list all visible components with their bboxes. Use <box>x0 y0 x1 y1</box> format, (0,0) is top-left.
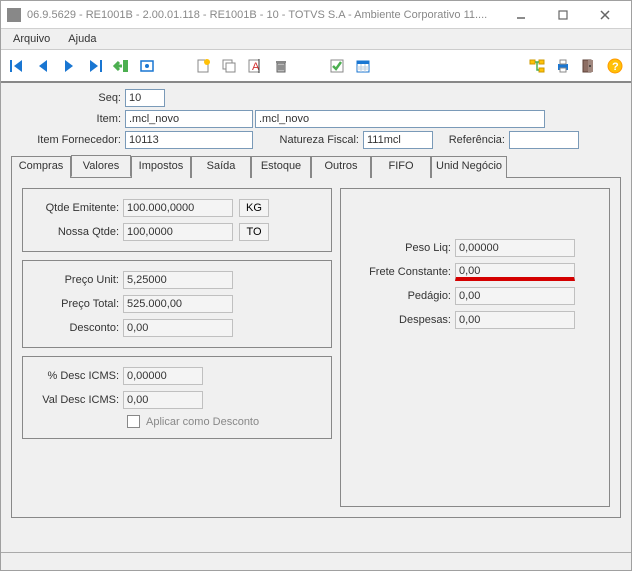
nossa-qtde-label: Nossa Qtde: <box>31 226 123 238</box>
maximize-button[interactable] <box>543 3 583 27</box>
preco-total-value[interactable]: 525.000,00 <box>123 295 233 313</box>
seq-input[interactable] <box>125 89 165 107</box>
prev-record-icon[interactable] <box>31 54 55 78</box>
pct-desc-icms-value[interactable]: 0,00000 <box>123 367 203 385</box>
menubar: Arquivo Ajuda <box>1 29 631 49</box>
nossa-qtde-value[interactable]: 100,0000 <box>123 223 233 241</box>
tab-strip: Compras Valores Impostos Saída Estoque O… <box>11 155 621 178</box>
qtde-emitente-label: Qtde Emitente: <box>31 202 123 214</box>
search-icon[interactable] <box>135 54 159 78</box>
menu-ajuda[interactable]: Ajuda <box>60 31 104 47</box>
next-record-icon[interactable] <box>57 54 81 78</box>
val-desc-icms-value[interactable]: 0,00 <box>123 391 203 409</box>
first-record-icon[interactable] <box>5 54 29 78</box>
tab-impostos[interactable]: Impostos <box>131 156 191 178</box>
pct-desc-icms-label: % Desc ICMS: <box>31 370 123 382</box>
despesas-value[interactable]: 0,00 <box>455 311 575 329</box>
tab-estoque[interactable]: Estoque <box>251 156 311 178</box>
tree-icon[interactable] <box>525 54 549 78</box>
pedagio-label: Pedágio: <box>349 290 455 302</box>
copy-icon[interactable] <box>217 54 241 78</box>
item-fornecedor-input[interactable] <box>125 131 253 149</box>
item-label: Item: <box>11 113 125 125</box>
help-icon[interactable]: ? <box>603 54 627 78</box>
tab-saida[interactable]: Saída <box>191 156 251 178</box>
svg-text:?: ? <box>612 61 619 73</box>
window-title: 06.9.5629 - RE1001B - 2.00.01.118 - RE10… <box>27 9 501 21</box>
statusbar <box>1 552 631 570</box>
new-icon[interactable] <box>191 54 215 78</box>
app-icon <box>7 8 21 22</box>
peso-liq-value[interactable]: 0,00000 <box>455 239 575 257</box>
referencia-input[interactable] <box>509 131 579 149</box>
app-window: 06.9.5629 - RE1001B - 2.00.01.118 - RE10… <box>0 0 632 571</box>
desconto-label: Desconto: <box>31 322 123 334</box>
pedagio-value[interactable]: 0,00 <box>455 287 575 305</box>
peso-liq-label: Peso Liq: <box>349 242 455 254</box>
preco-unit-value[interactable]: 5,25000 <box>123 271 233 289</box>
menu-arquivo[interactable]: Arquivo <box>5 31 58 47</box>
preco-unit-label: Preço Unit: <box>31 274 123 286</box>
item-code-input[interactable] <box>125 110 253 128</box>
preco-total-label: Preço Total: <box>31 298 123 310</box>
val-desc-icms-label: Val Desc ICMS: <box>31 394 123 406</box>
seq-label: Seq: <box>11 92 125 104</box>
print-icon[interactable] <box>551 54 575 78</box>
tab-outros[interactable]: Outros <box>311 156 371 178</box>
item-fornecedor-label: Item Fornecedor: <box>11 134 125 146</box>
close-button[interactable] <box>585 3 625 27</box>
natureza-label: Natureza Fiscal: <box>253 134 363 146</box>
edit-text-icon[interactable]: A <box>243 54 267 78</box>
tab-fifo[interactable]: FIFO <box>371 156 431 178</box>
calendar-icon[interactable] <box>351 54 375 78</box>
exit-icon[interactable] <box>577 54 601 78</box>
item-desc-input[interactable] <box>255 110 545 128</box>
toolbar: A ? <box>1 49 631 83</box>
content-area: Seq: Item: Item Fornecedor: Natureza Fis… <box>1 83 631 552</box>
titlebar: 06.9.5629 - RE1001B - 2.00.01.118 - RE10… <box>1 1 631 29</box>
natureza-input[interactable] <box>363 131 433 149</box>
aplicar-desconto-label: Aplicar como Desconto <box>146 416 259 428</box>
goto-icon[interactable] <box>109 54 133 78</box>
tab-content-valores: Qtde Emitente: 100.000,0000 KG Nossa Qtd… <box>11 178 621 518</box>
tab-compras[interactable]: Compras <box>11 156 71 178</box>
group-desc-icms: % Desc ICMS: 0,00000 Val Desc ICMS: 0,00… <box>22 356 332 439</box>
tab-unid-negocio[interactable]: Unid Negócio <box>431 156 507 178</box>
desconto-value[interactable]: 0,00 <box>123 319 233 337</box>
group-frete: Peso Liq: 0,00000 Frete Constante: 0,00 … <box>340 188 610 507</box>
frete-constante-value[interactable]: 0,00 <box>455 263 575 281</box>
despesas-label: Despesas: <box>349 314 455 326</box>
minimize-button[interactable] <box>501 3 541 27</box>
last-record-icon[interactable] <box>83 54 107 78</box>
frete-constante-label: Frete Constante: <box>349 266 455 278</box>
tab-valores[interactable]: Valores <box>71 155 131 177</box>
nossa-qtde-unit: TO <box>239 223 269 241</box>
delete-icon[interactable] <box>269 54 293 78</box>
qtde-emitente-value[interactable]: 100.000,0000 <box>123 199 233 217</box>
referencia-label: Referência: <box>433 134 509 146</box>
group-precos: Preço Unit: 5,25000 Preço Total: 525.000… <box>22 260 332 348</box>
aplicar-desconto-checkbox[interactable] <box>127 415 140 428</box>
group-quantidades: Qtde Emitente: 100.000,0000 KG Nossa Qtd… <box>22 188 332 252</box>
qtde-emitente-unit: KG <box>239 199 269 217</box>
confirm-icon[interactable] <box>325 54 349 78</box>
